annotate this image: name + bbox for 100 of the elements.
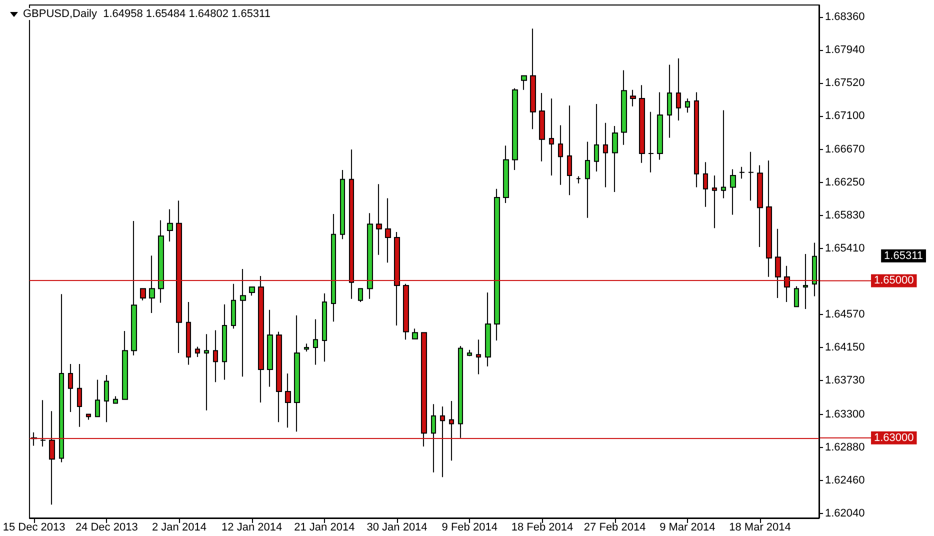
y-tick-label: 1.66250 [825,176,865,189]
candlestick [149,255,155,314]
candlestick [494,188,500,341]
candlestick [594,103,599,172]
candlestick [122,330,128,400]
y-tick-label: 1.64570 [825,308,865,321]
candlestick [458,345,463,438]
candlestick [358,288,363,302]
x-tick-label: 12 Jan 2014 [222,522,282,534]
y-tick-label: 1.65410 [825,242,865,255]
x-tick-label: 15 Dec 2013 [2,522,66,534]
y-tick-label: 1.62880 [825,441,865,454]
candlestick [612,125,618,192]
candlestick [558,124,563,186]
candlestick [576,176,581,184]
candlestick [340,169,345,240]
candlestick [503,145,509,204]
candlestick [240,268,246,378]
candlestick [40,400,46,448]
candlestick [304,343,309,352]
candlestick [294,314,300,432]
y-tick-label: 1.63730 [825,374,865,387]
x-tick-label: 30 Jan 2014 [366,522,428,534]
candlestick [195,346,200,358]
candlestick [485,292,491,367]
candlestick [131,220,137,356]
candlestick [521,75,527,90]
y-tick-label: 1.65830 [825,210,865,222]
candlestick [412,328,418,340]
x-tick-label: 18 Feb 2014 [511,522,574,534]
candlestick [285,372,291,428]
candlestick [630,89,636,107]
x-tick-label: 2 Jan 2014 [152,522,206,534]
candlestick [739,166,745,180]
candlestick [812,242,817,297]
candlestick [539,92,545,162]
candlestick [403,283,409,340]
candlestick [676,58,681,121]
candlestick [68,364,73,412]
text: 1.65311 [884,250,924,262]
candlestick [639,84,645,164]
candlestick [585,141,590,218]
candlestick [376,184,382,256]
candlestick [803,254,808,310]
ref-line-label: 1.63000 [874,432,914,444]
candlestick [549,98,554,176]
candlestick [621,70,627,146]
candlestick [567,105,572,196]
candlestick [222,304,227,380]
y-tick-label: 1.67100 [825,110,865,122]
candlestick [794,286,799,308]
candlestick [721,110,726,199]
x-tick-label: 18 Mar 2014 [729,522,791,534]
candlestick [667,64,672,138]
y-tick-label: 1.64150 [825,342,865,354]
x-tick-label: 24 Dec 2013 [75,522,138,534]
candlestick [95,379,100,418]
candlestick [204,334,209,411]
candlestick [476,339,481,375]
y-tick-label: 1.63300 [825,408,865,420]
y-tick-label: 1.62040 [825,507,865,520]
candlestick [140,288,146,301]
candlestick [431,404,436,473]
candlestick [313,318,318,366]
y-tick-label: 1.66670 [825,144,865,156]
candlestick [730,168,736,216]
candlestick [104,374,109,423]
candlestick [77,364,82,428]
candlestick [530,28,536,130]
candlestick [657,92,663,160]
chart-title: GBPUSD,Daily 1.64958 1.65484 1.64802 1.65311 [23,8,270,20]
candlestick [603,122,608,188]
ref-line-label: 1.65000 [874,274,914,287]
y-tick-label: 1.67940 [825,44,865,56]
candlestick [158,220,164,304]
candlestick [703,162,708,208]
candlestick [694,92,699,188]
candlestick [167,208,173,242]
candlestick [385,198,391,264]
candlestick [367,212,373,300]
candlestick [748,151,754,202]
candlestick [249,286,255,296]
y-tick-label: 1.67520 [825,76,865,89]
x-tick-label: 27 Feb 2014 [584,522,646,534]
x-tick-label: 9 Feb 2014 [442,522,498,534]
x-tick-label: 21 Jan 2014 [294,522,355,534]
candlestick [766,160,772,278]
candlestick [648,111,654,173]
candlestick [113,396,118,404]
candlestick [86,414,91,420]
candlestick [276,331,282,423]
candlestick [213,330,218,383]
candlestick [467,349,472,357]
x-tick-label: 9 Mar 2014 [660,522,716,534]
y-tick-label: 1.62460 [825,474,865,486]
candlestick [757,164,763,248]
candlestick [512,88,518,170]
candlestick [186,301,191,366]
candlestick [231,283,236,330]
y-tick-label: 1.68360 [825,10,865,23]
